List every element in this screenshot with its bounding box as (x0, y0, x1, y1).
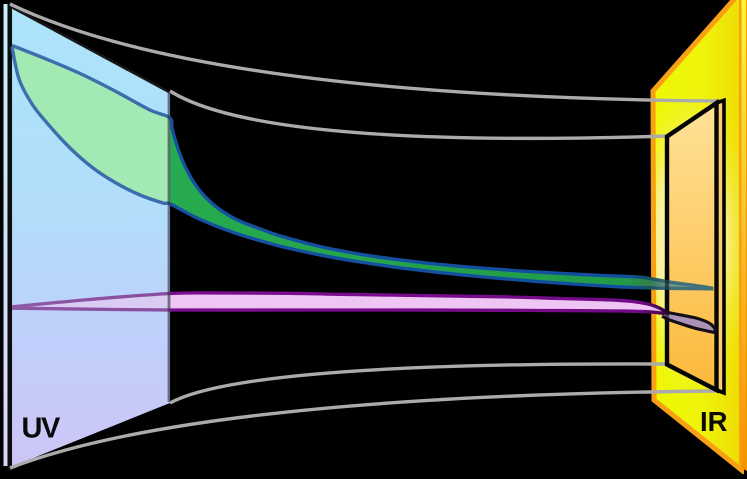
svg-text:UV: UV (22, 413, 61, 445)
svg-text:IR: IR (700, 406, 728, 437)
